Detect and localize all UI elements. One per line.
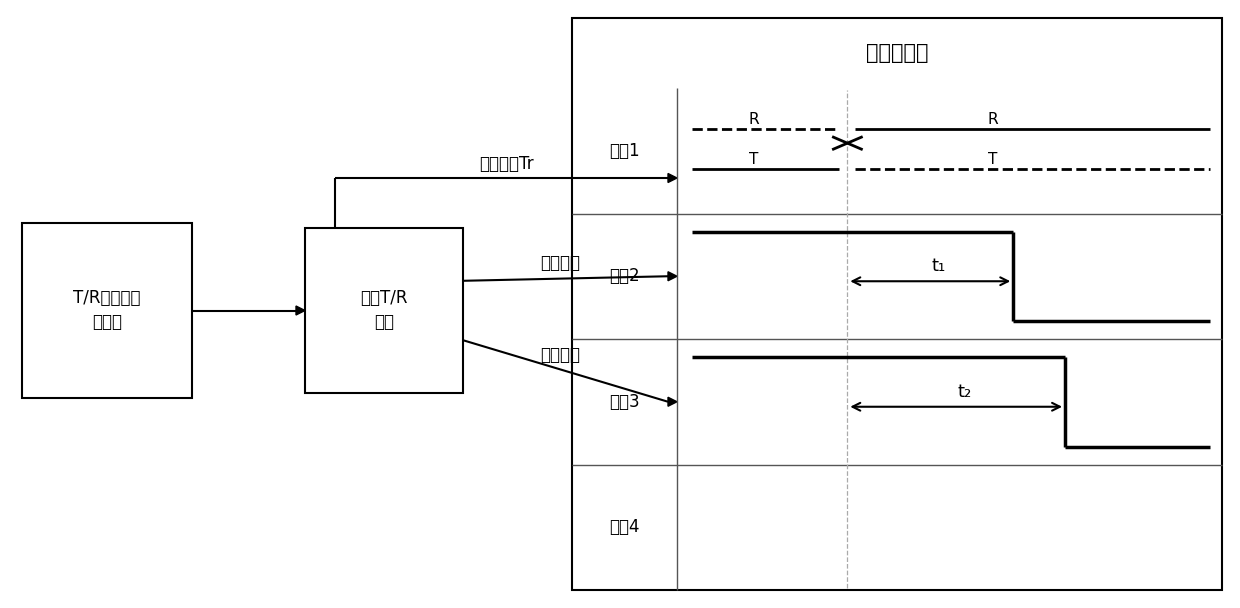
Text: 组件: 组件: [374, 314, 394, 331]
Text: 接收输出: 接收输出: [539, 346, 580, 364]
Text: t₁: t₁: [931, 257, 945, 275]
Polygon shape: [668, 173, 677, 182]
Text: 通道1: 通道1: [609, 142, 640, 160]
Text: 收发切换Tr: 收发切换Tr: [479, 155, 533, 173]
Text: 数字示波器: 数字示波器: [866, 43, 929, 63]
Bar: [572, 18, 1221, 590]
Polygon shape: [296, 306, 305, 315]
Bar: [22, 223, 192, 398]
Text: 通道2: 通道2: [609, 268, 640, 285]
Text: 发射输出: 发射输出: [539, 254, 580, 272]
Text: 通道4: 通道4: [609, 518, 640, 536]
Text: 控制器: 控制器: [92, 314, 122, 331]
Polygon shape: [668, 272, 677, 281]
Text: T: T: [749, 152, 759, 167]
Text: R: R: [987, 112, 998, 126]
Text: R: R: [749, 112, 759, 126]
Text: T/R组件状态: T/R组件状态: [73, 289, 141, 308]
Polygon shape: [668, 397, 677, 406]
Text: T: T: [988, 152, 997, 167]
Text: 数字T/R: 数字T/R: [361, 289, 408, 308]
Bar: [305, 228, 463, 393]
Text: t₂: t₂: [957, 383, 971, 401]
Text: 通道3: 通道3: [609, 393, 640, 411]
